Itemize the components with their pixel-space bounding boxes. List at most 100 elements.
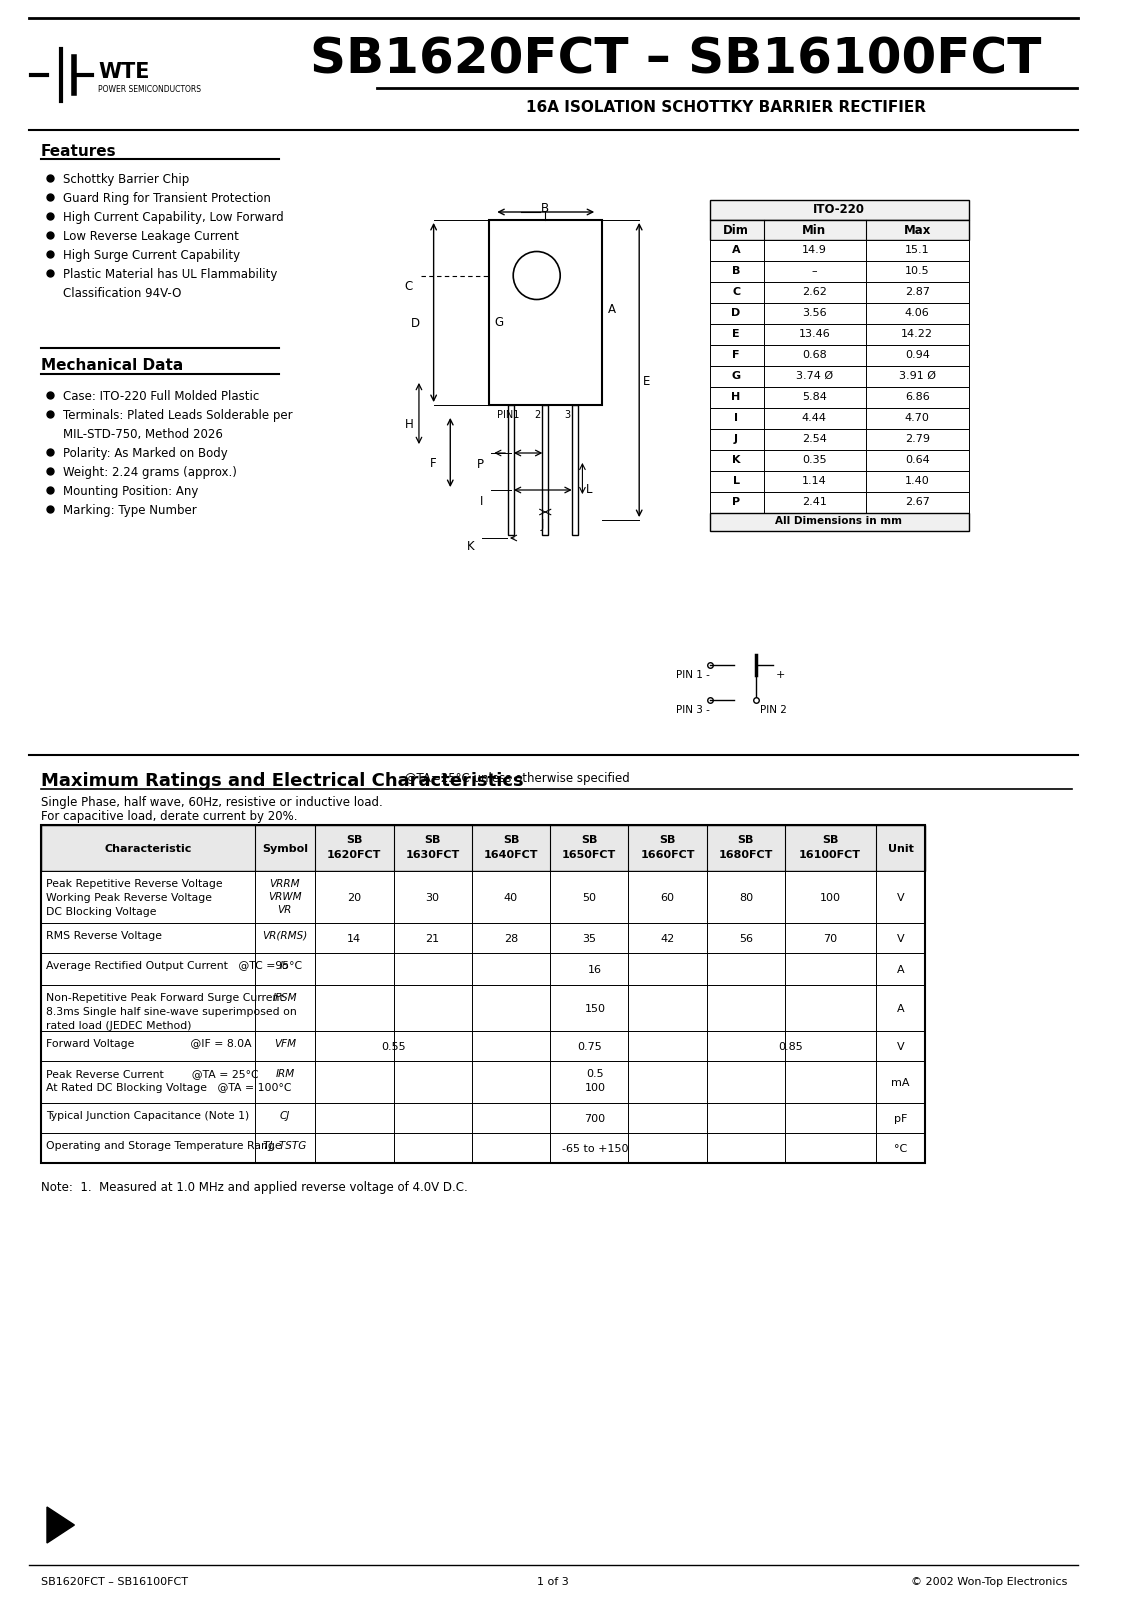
Bar [709, 323, 969, 346]
Text: 20: 20 [347, 893, 362, 902]
Text: V: V [897, 893, 905, 902]
Text: I: I [734, 413, 739, 422]
Bar [709, 470, 969, 493]
Text: VR: VR [277, 906, 292, 915]
Text: 80: 80 [739, 893, 753, 902]
Text: +: + [776, 670, 786, 680]
Text: Maximum Ratings and Electrical Characteristics: Maximum Ratings and Electrical Character… [41, 773, 524, 790]
Text: SB: SB [822, 835, 838, 845]
Text: 0.5: 0.5 [586, 1069, 604, 1078]
Text: –: – [812, 266, 818, 275]
Text: 1.40: 1.40 [905, 477, 930, 486]
Text: Average Rectified Output Current   @TC =95°C: Average Rectified Output Current @TC =95… [46, 962, 302, 971]
Text: TJ, TSTG: TJ, TSTG [264, 1141, 307, 1150]
Text: 0.68: 0.68 [802, 350, 827, 360]
Text: PIN1: PIN1 [498, 410, 519, 419]
Text: 2.87: 2.87 [905, 286, 930, 298]
Bar [41, 923, 925, 954]
Text: Operating and Storage Temperature Range: Operating and Storage Temperature Range [46, 1141, 282, 1150]
Text: High Current Capability, Low Forward: High Current Capability, Low Forward [62, 211, 284, 224]
Text: Max: Max [904, 224, 931, 237]
Text: 0.35: 0.35 [802, 454, 827, 466]
Text: Case: ITO-220 Full Molded Plastic: Case: ITO-220 Full Molded Plastic [62, 390, 259, 403]
Text: SB: SB [659, 835, 675, 845]
Text: Polarity: As Marked on Body: Polarity: As Marked on Body [62, 446, 227, 461]
Text: 2.62: 2.62 [802, 286, 827, 298]
Text: Classification 94V-O: Classification 94V-O [62, 286, 181, 301]
Text: ITO-220: ITO-220 [813, 203, 865, 216]
Text: SB: SB [581, 835, 597, 845]
Bar [709, 429, 969, 450]
Text: 1650FCT: 1650FCT [562, 850, 616, 861]
Text: 14: 14 [347, 934, 362, 944]
Bar [41, 826, 925, 870]
Text: A: A [732, 245, 741, 254]
Text: @TA=25°C unless otherwise specified: @TA=25°C unless otherwise specified [402, 773, 630, 786]
Text: 42: 42 [661, 934, 675, 944]
Bar [709, 493, 969, 514]
Text: SB: SB [424, 835, 441, 845]
Text: 2.54: 2.54 [802, 434, 827, 443]
Text: For capacitive load, derate current by 20%.: For capacitive load, derate current by 2… [41, 810, 297, 822]
Text: Typical Junction Capacitance (Note 1): Typical Junction Capacitance (Note 1) [46, 1110, 249, 1122]
Text: V: V [897, 1042, 905, 1053]
Text: D: D [411, 317, 420, 330]
Bar [709, 302, 969, 323]
Text: 30: 30 [425, 893, 440, 902]
Text: VRWM: VRWM [268, 893, 302, 902]
Text: B: B [732, 266, 741, 275]
Text: G: G [494, 317, 503, 330]
Bar [709, 282, 969, 302]
Text: 0.75: 0.75 [577, 1042, 602, 1053]
Text: Terminals: Plated Leads Solderable per: Terminals: Plated Leads Solderable per [62, 410, 292, 422]
Text: MIL-STD-750, Method 2026: MIL-STD-750, Method 2026 [62, 427, 223, 442]
Text: P: P [732, 498, 740, 507]
Text: rated load (JEDEC Method): rated load (JEDEC Method) [46, 1021, 191, 1030]
Text: SB: SB [503, 835, 519, 845]
Text: 16: 16 [588, 965, 602, 974]
Text: 14.9: 14.9 [802, 245, 827, 254]
Text: A: A [607, 304, 616, 317]
Text: 3: 3 [564, 410, 570, 419]
Bar [709, 514, 969, 531]
Text: 40: 40 [504, 893, 518, 902]
Bar [41, 826, 925, 1163]
Text: 15.1: 15.1 [905, 245, 930, 254]
Text: 2.79: 2.79 [905, 434, 930, 443]
Text: PIN 2: PIN 2 [760, 706, 786, 715]
Text: Note:  1.  Measured at 1.0 MHz and applied reverse voltage of 4.0V D.C.: Note: 1. Measured at 1.0 MHz and applied… [41, 1181, 468, 1194]
Text: F: F [733, 350, 740, 360]
Text: 6.86: 6.86 [905, 392, 930, 402]
Text: 13.46: 13.46 [798, 330, 830, 339]
Text: 1630FCT: 1630FCT [406, 850, 460, 861]
Bar [41, 986, 925, 1030]
Text: WTE: WTE [98, 62, 149, 82]
Text: POWER SEMICONDUCTORS: POWER SEMICONDUCTORS [98, 85, 201, 94]
Text: 35: 35 [582, 934, 596, 944]
Text: Peak Reverse Current        @TA = 25°C: Peak Reverse Current @TA = 25°C [46, 1069, 259, 1078]
Text: 1620FCT: 1620FCT [327, 850, 381, 861]
Text: 56: 56 [739, 934, 753, 944]
Text: C: C [732, 286, 740, 298]
Text: Unit: Unit [888, 845, 914, 854]
Text: 0.85: 0.85 [778, 1042, 803, 1053]
Text: RMS Reverse Voltage: RMS Reverse Voltage [46, 931, 162, 941]
Bar [709, 261, 969, 282]
Text: Low Reverse Leakage Current: Low Reverse Leakage Current [62, 230, 239, 243]
Text: 1660FCT: 1660FCT [640, 850, 694, 861]
Text: 21: 21 [425, 934, 440, 944]
Bar [709, 200, 969, 219]
Text: SB: SB [737, 835, 754, 845]
Text: IRM: IRM [275, 1069, 294, 1078]
Text: Guard Ring for Transient Protection: Guard Ring for Transient Protection [62, 192, 270, 205]
Bar [542, 405, 549, 534]
Polygon shape [734, 925, 756, 946]
Text: High Surge Current Capability: High Surge Current Capability [62, 250, 240, 262]
Text: D: D [732, 307, 741, 318]
Text: K: K [732, 454, 741, 466]
Text: A: A [897, 1005, 905, 1014]
Bar [709, 346, 969, 366]
Text: 60: 60 [661, 893, 674, 902]
Text: 0.55: 0.55 [381, 1042, 406, 1053]
Text: L: L [586, 483, 593, 496]
